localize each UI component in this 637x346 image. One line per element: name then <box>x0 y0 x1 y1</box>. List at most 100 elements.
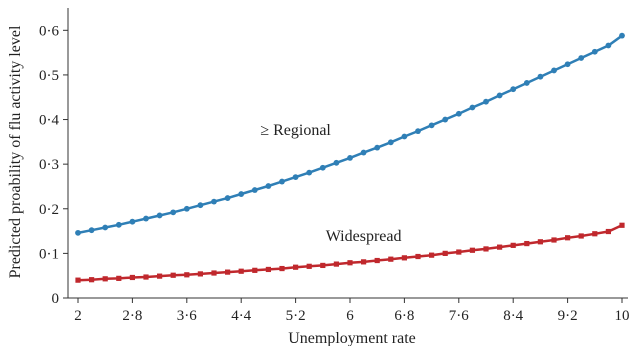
data-point <box>537 239 543 245</box>
series-regional <box>75 32 625 236</box>
x-tick-label: 4·4 <box>231 308 251 324</box>
axes <box>67 8 628 299</box>
data-point <box>523 80 530 86</box>
y-tick-label: 0·3 <box>39 157 59 173</box>
x-ticks: 2 2·8 3·6 4·4 5·2 6 6·8 7·6 8·4 9·2 10 <box>74 298 630 324</box>
data-point <box>565 235 571 241</box>
data-point <box>306 263 312 269</box>
data-point <box>455 110 462 117</box>
data-point <box>442 116 449 123</box>
x-tick-label: 3·6 <box>177 308 197 324</box>
y-tick-label: 0·6 <box>39 23 59 39</box>
data-point <box>88 227 95 234</box>
data-point <box>170 272 176 278</box>
data-point <box>401 255 407 261</box>
data-point <box>129 218 136 225</box>
data-point <box>319 164 326 171</box>
data-point <box>374 144 381 151</box>
data-point <box>238 268 244 274</box>
data-point <box>75 277 81 283</box>
data-point <box>469 104 476 111</box>
data-point <box>401 133 408 140</box>
x-tick-label: 2 <box>74 308 82 324</box>
data-point <box>197 202 204 209</box>
data-point <box>279 265 285 272</box>
x-tick-label: 6 <box>346 308 354 324</box>
data-point <box>279 178 285 185</box>
data-point <box>483 246 489 252</box>
data-point <box>211 198 217 205</box>
data-point <box>116 275 122 281</box>
data-point <box>578 55 585 61</box>
data-point <box>510 242 516 248</box>
data-point <box>102 276 108 282</box>
x-axis-title: Unemployment rate <box>288 330 416 346</box>
data-point <box>496 92 503 99</box>
x-tick-label: 10 <box>615 308 630 324</box>
data-point <box>129 274 135 281</box>
y-tick-label: 0·2 <box>39 202 59 218</box>
data-point <box>157 273 163 279</box>
data-point <box>415 253 421 260</box>
data-point <box>592 231 598 237</box>
data-point <box>429 252 435 258</box>
y-tick-label: 0·5 <box>39 68 59 84</box>
series-annotation: ≥ Regional <box>260 122 331 139</box>
data-point <box>225 269 231 275</box>
data-point <box>469 247 475 253</box>
data-point <box>524 240 530 247</box>
x-tick-label: 7·6 <box>449 308 469 324</box>
data-point <box>605 228 611 235</box>
data-point <box>387 139 394 146</box>
data-point <box>197 271 203 277</box>
x-tick-label: 8·4 <box>503 308 523 324</box>
data-point <box>89 277 95 283</box>
data-point <box>388 256 394 262</box>
y-tick-label: 0 <box>52 291 60 307</box>
data-point <box>483 98 489 105</box>
data-point <box>238 191 245 197</box>
series-widespread <box>75 222 625 283</box>
data-point <box>184 272 190 278</box>
data-point <box>605 42 612 49</box>
data-point <box>156 212 163 219</box>
data-point <box>551 67 557 74</box>
data-point <box>361 259 367 265</box>
data-point <box>360 149 367 156</box>
data-point <box>265 183 272 189</box>
data-point <box>102 224 109 231</box>
data-point <box>252 267 258 273</box>
y-tick-label: 0·1 <box>39 246 59 262</box>
data-point <box>115 221 122 228</box>
data-point <box>428 122 435 129</box>
data-point <box>347 260 353 266</box>
x-tick-label: 6·8 <box>394 308 414 324</box>
data-point <box>456 249 462 255</box>
x-tick-label: 5·2 <box>286 308 306 324</box>
data-point <box>293 264 299 270</box>
data-point <box>564 61 571 68</box>
data-point <box>265 266 271 273</box>
y-ticks: 0 0·1 0·2 0·3 0·4 0·5 0·6 <box>39 23 68 307</box>
data-point <box>292 174 299 180</box>
series-layer <box>75 32 625 283</box>
data-point <box>251 187 258 193</box>
series-annotation: Widespread <box>326 228 402 245</box>
data-point <box>510 86 517 93</box>
data-point <box>183 205 190 212</box>
data-point <box>224 195 231 201</box>
data-point <box>374 257 380 264</box>
annotation-layer: ≥ Regional Widespread <box>260 122 401 245</box>
series-line <box>77 34 623 235</box>
data-point <box>170 209 177 216</box>
data-point <box>537 73 544 80</box>
data-point <box>347 155 353 161</box>
data-point <box>320 262 326 269</box>
data-point <box>333 159 340 166</box>
data-point <box>619 222 625 228</box>
data-point <box>333 261 339 267</box>
y-tick-label: 0·4 <box>39 113 59 129</box>
data-point <box>415 128 421 135</box>
data-point <box>619 32 625 39</box>
